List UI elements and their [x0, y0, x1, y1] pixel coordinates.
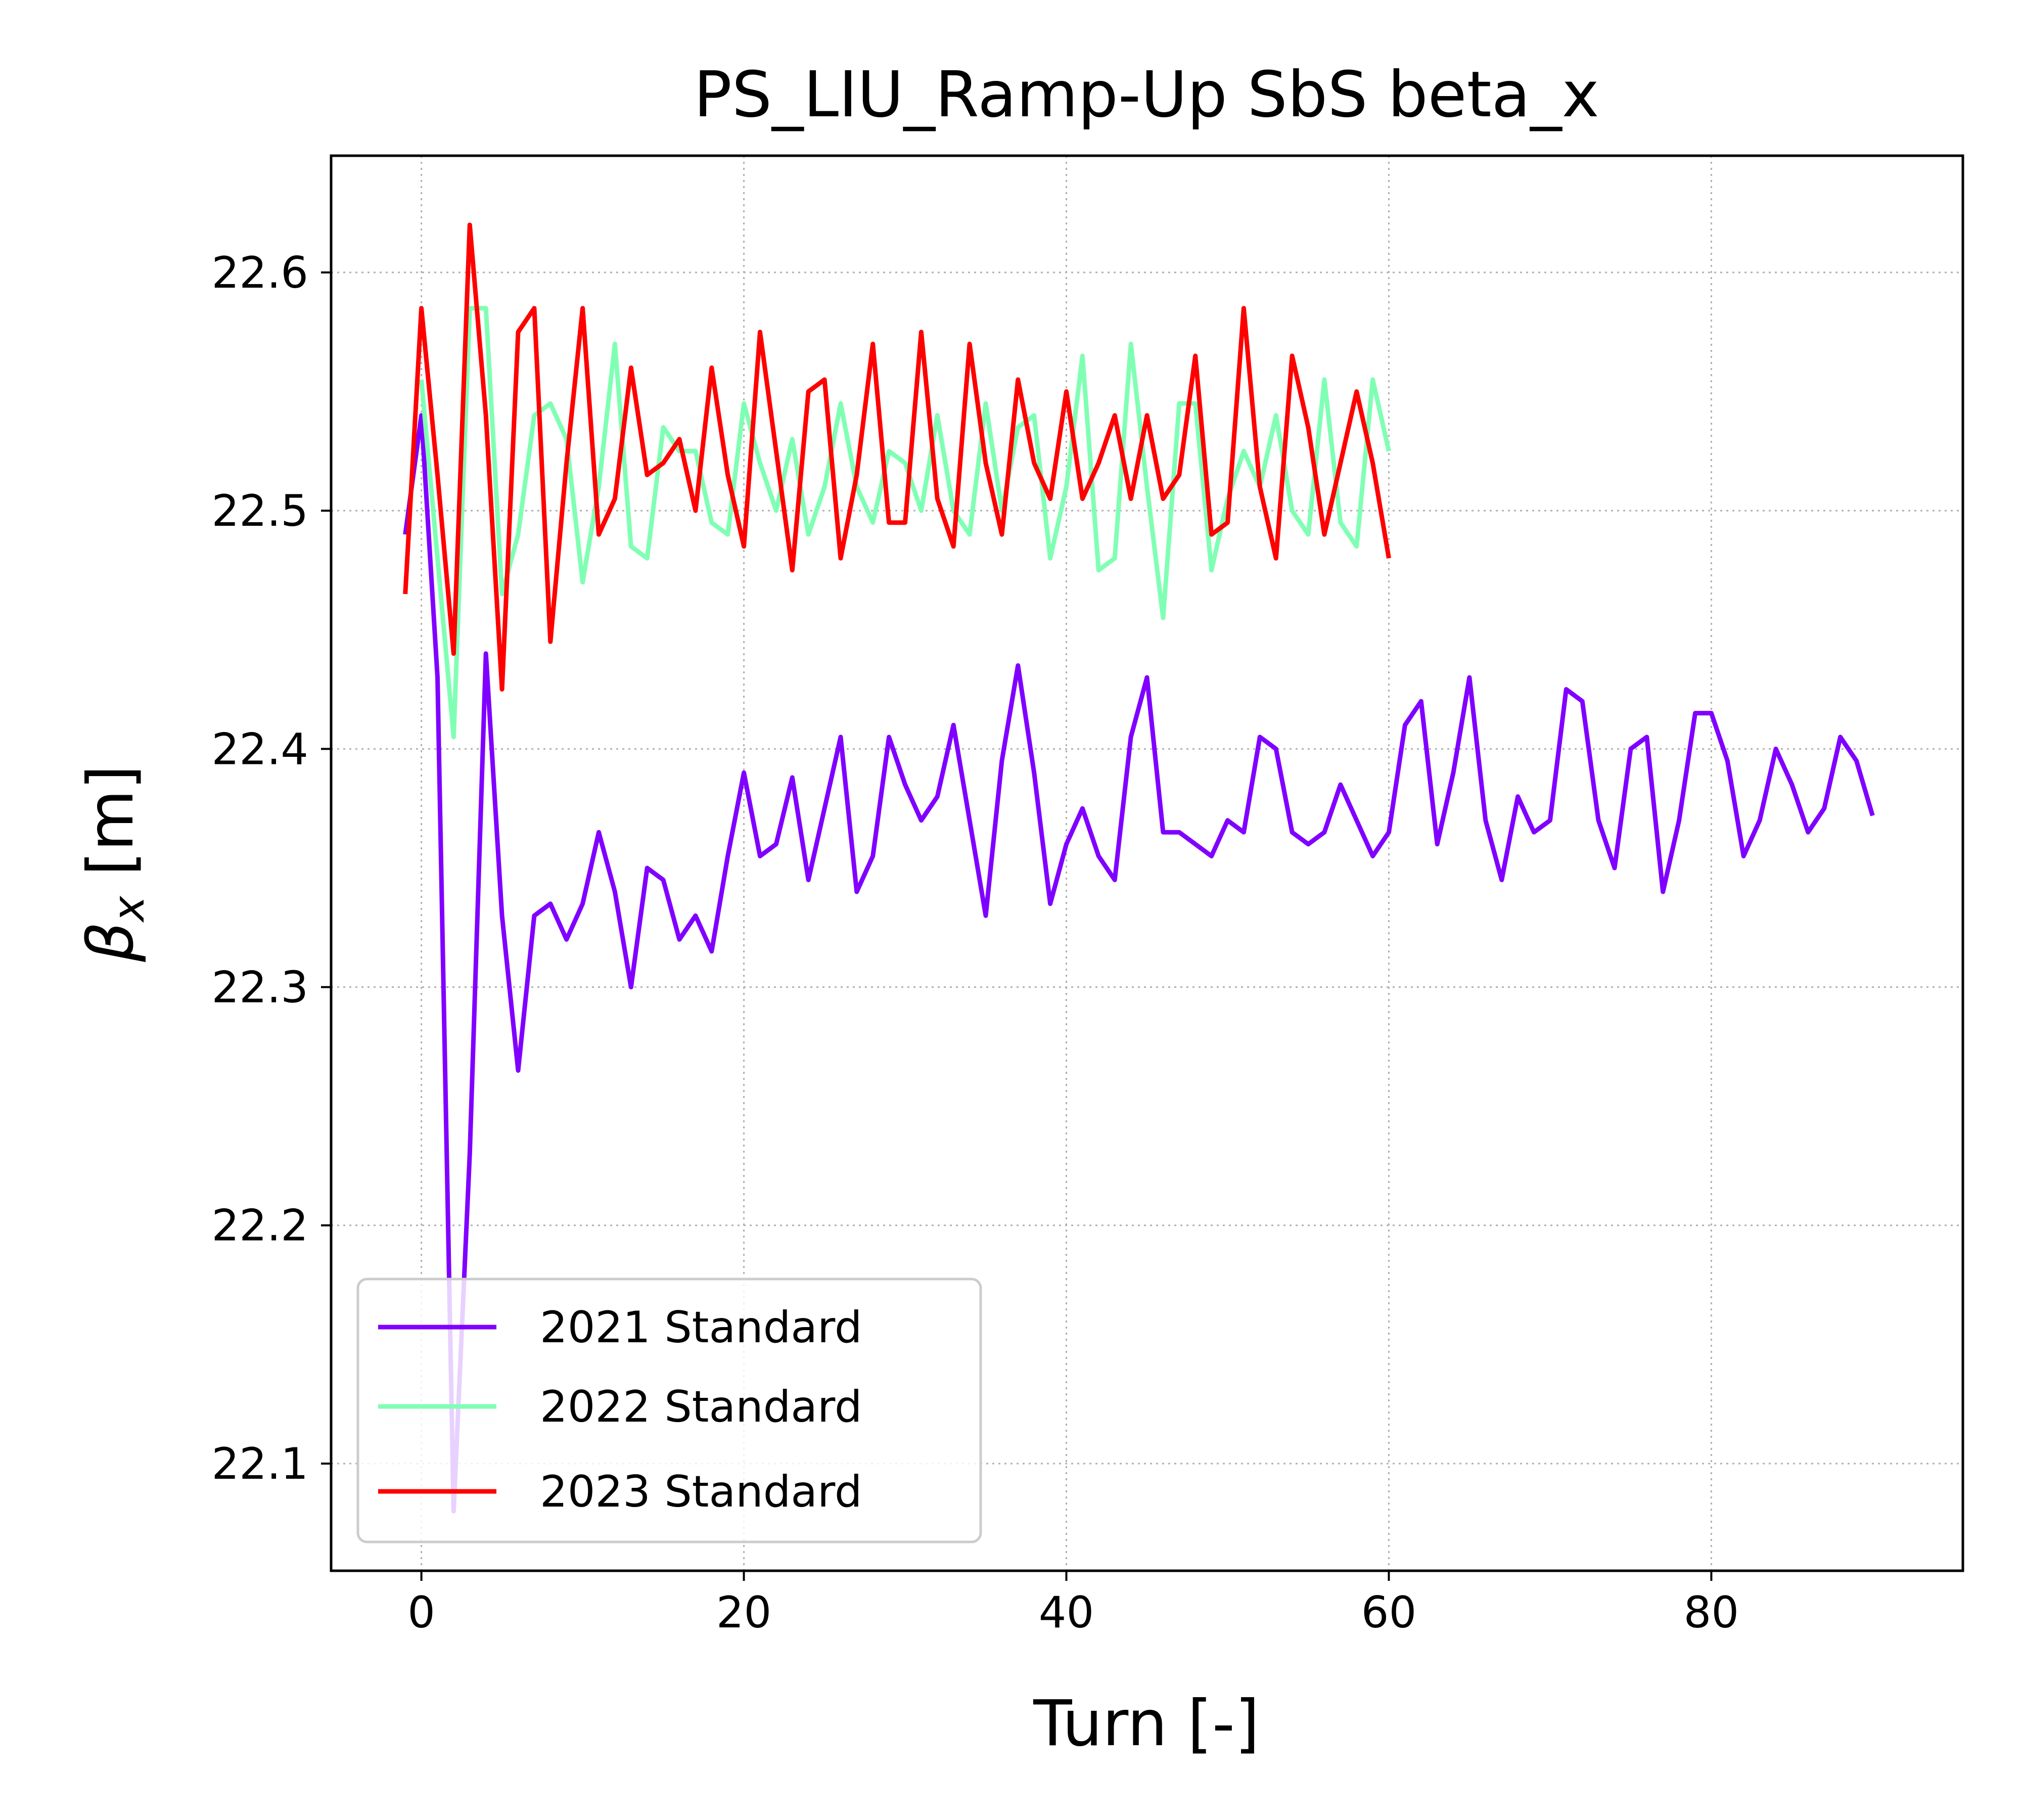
- x-tick-label: 80: [1684, 1587, 1739, 1638]
- series-line-2021: [403, 413, 1875, 1514]
- series-lines: [403, 222, 1875, 1514]
- y-tick-label: 22.4: [212, 724, 308, 775]
- legend-label-2023: 2023 Standard: [540, 1467, 862, 1517]
- x-tick-label: 20: [716, 1587, 771, 1638]
- y-tick-label: 22.3: [212, 963, 308, 1013]
- series-line-2023: [403, 222, 1391, 692]
- y-tick-label: 22.5: [212, 486, 308, 536]
- y-axis-label: βx [m]: [74, 765, 154, 963]
- legend: 2021 Standard 2022 Standard 2023 Standar…: [356, 1278, 982, 1543]
- x-tick-label: 0: [407, 1587, 435, 1638]
- x-axis-label: Turn [-]: [1033, 1687, 1259, 1760]
- legend-label-2022: 2022 Standard: [540, 1382, 862, 1432]
- legend-box: [356, 1278, 982, 1543]
- y-axis-label-subscript: x: [104, 895, 154, 923]
- x-tick-label: 60: [1361, 1587, 1416, 1638]
- x-tick-label: 40: [1039, 1587, 1094, 1638]
- y-axis-label-unit: [m]: [74, 765, 148, 896]
- axis-ticks: 0 20 40 60 80 22.1 22.2 22.3 22.4 22.5 22.6: [212, 248, 1739, 1638]
- chart-title: PS_LIU_Ramp-Up SbS beta_x: [694, 58, 1599, 131]
- y-tick-label: 22.1: [212, 1439, 308, 1489]
- plot-frame: [330, 154, 1964, 1572]
- y-tick-label: 22.2: [212, 1201, 308, 1251]
- y-tick-label: 22.6: [212, 248, 308, 298]
- legend-label-2021: 2021 Standard: [540, 1302, 862, 1353]
- y-axis-label-symbol: β: [74, 922, 148, 963]
